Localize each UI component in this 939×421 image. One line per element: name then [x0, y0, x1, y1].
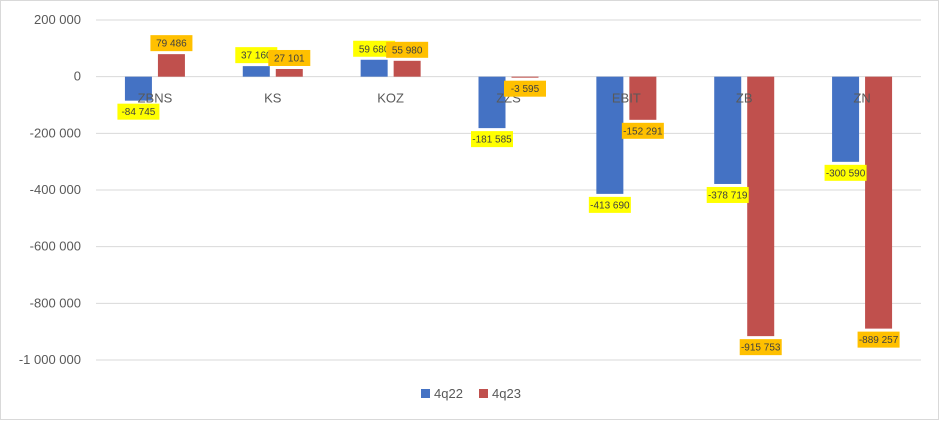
data-label: -3 595: [511, 84, 540, 95]
data-label: -915 753: [741, 343, 781, 354]
bar-4q23-ZB: [747, 76, 775, 337]
legend-label: 4q23: [492, 386, 521, 401]
category-label: ZB: [736, 91, 753, 106]
data-label-bg: [471, 131, 513, 148]
data-label-bg: [117, 103, 160, 120]
data-label: -300 590: [826, 168, 866, 179]
bar-4q22-ZZS: [478, 76, 506, 129]
data-label-bg: [150, 35, 193, 52]
bar-4q23-ZZS: [511, 76, 539, 78]
y-tick-label: -800 000: [30, 295, 81, 310]
data-label-bg: [268, 49, 311, 66]
category-label: EBIT: [612, 91, 641, 106]
y-tick-label: -400 000: [30, 182, 81, 197]
data-label-bg: [386, 41, 429, 58]
bar-4q22-ZB: [714, 76, 742, 184]
data-label: -152 291: [623, 126, 663, 137]
data-label: 79 486: [156, 39, 187, 50]
data-label: 59 680: [359, 44, 390, 55]
data-label-bg: [353, 40, 396, 57]
data-label: -84 745: [121, 107, 155, 118]
legend-label: 4q22: [434, 386, 463, 401]
data-label-bg: [824, 164, 867, 181]
category-label: KS: [264, 91, 282, 106]
data-label: -378 719: [708, 190, 748, 201]
bar-4q23-ZBNS: [157, 54, 185, 77]
data-label: 55 980: [392, 45, 423, 56]
bar-4q23-KS: [275, 68, 303, 77]
data-label: 37 160: [241, 51, 272, 62]
data-label-bg: [739, 339, 782, 356]
y-tick-label: 0: [74, 69, 81, 84]
data-label-bg: [621, 122, 664, 139]
category-label: ZBNS: [138, 91, 173, 106]
bar-4q22-ZN: [832, 76, 860, 162]
bar-4q23-EBIT: [629, 76, 657, 120]
bar-4q23-ZN: [865, 76, 893, 329]
data-label-bg: [504, 80, 546, 97]
y-tick-label: -200 000: [30, 125, 81, 140]
bar-4q22-KS: [242, 66, 270, 77]
data-label-bg: [588, 196, 631, 213]
data-label: -413 690: [590, 200, 630, 211]
bar-4q22-EBIT: [596, 76, 624, 194]
data-label: 27 101: [274, 53, 305, 64]
bar-4q23-KOZ: [393, 60, 421, 77]
data-label-bg: [857, 331, 900, 348]
bar-4q22-KOZ: [360, 59, 388, 77]
y-tick-label: -1 000 000: [19, 352, 81, 367]
data-label: -889 257: [859, 335, 899, 346]
bar-4q22-ZBNS: [124, 76, 152, 101]
category-label: KOZ: [377, 91, 404, 106]
y-tick-label: -600 000: [30, 239, 81, 254]
y-tick-label: 200 000: [34, 12, 81, 27]
data-label-bg: [706, 186, 749, 203]
data-label: -181 585: [472, 135, 512, 146]
legend-swatch-4q22: [421, 389, 430, 398]
category-label: ZN: [853, 91, 870, 106]
legend-swatch-4q23: [479, 389, 488, 398]
data-label-bg: [235, 47, 278, 64]
